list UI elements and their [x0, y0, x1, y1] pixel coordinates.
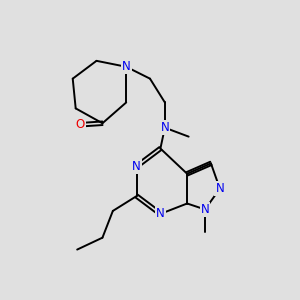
Text: N: N — [201, 203, 209, 216]
Text: N: N — [132, 160, 141, 173]
Text: N: N — [215, 182, 224, 195]
Text: N: N — [122, 60, 130, 73]
Text: N: N — [156, 207, 165, 220]
Text: O: O — [76, 118, 85, 131]
Text: N: N — [160, 121, 169, 134]
